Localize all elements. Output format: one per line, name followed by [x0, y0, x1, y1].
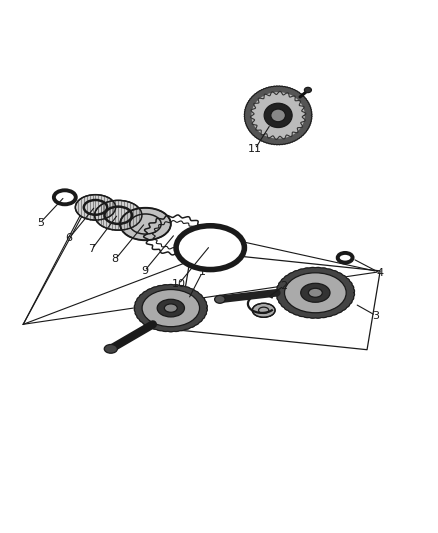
- Ellipse shape: [95, 200, 142, 230]
- Text: 5: 5: [37, 217, 44, 228]
- Ellipse shape: [120, 208, 171, 240]
- Ellipse shape: [142, 289, 200, 327]
- Polygon shape: [134, 285, 207, 332]
- Ellipse shape: [164, 304, 177, 312]
- Ellipse shape: [308, 288, 322, 297]
- Ellipse shape: [157, 300, 184, 317]
- Text: 8: 8: [112, 254, 119, 264]
- Polygon shape: [244, 86, 312, 144]
- Text: 3: 3: [372, 311, 379, 320]
- Text: 9: 9: [141, 266, 148, 276]
- Ellipse shape: [75, 195, 116, 220]
- Ellipse shape: [264, 103, 292, 127]
- Ellipse shape: [338, 253, 353, 263]
- Polygon shape: [252, 93, 304, 138]
- Ellipse shape: [176, 226, 244, 270]
- Polygon shape: [145, 216, 205, 254]
- Ellipse shape: [301, 284, 330, 302]
- Text: 11: 11: [248, 144, 262, 154]
- Text: 10: 10: [172, 279, 186, 289]
- Ellipse shape: [271, 109, 286, 122]
- Ellipse shape: [285, 273, 346, 313]
- Ellipse shape: [54, 190, 76, 204]
- Ellipse shape: [304, 87, 311, 93]
- Text: 1: 1: [199, 267, 206, 277]
- Text: 2: 2: [280, 281, 287, 291]
- Ellipse shape: [104, 344, 117, 353]
- Text: 4: 4: [377, 268, 384, 278]
- Polygon shape: [276, 268, 354, 318]
- Ellipse shape: [215, 295, 225, 303]
- Text: 6: 6: [66, 233, 73, 243]
- Ellipse shape: [252, 303, 275, 317]
- Text: 7: 7: [88, 244, 95, 254]
